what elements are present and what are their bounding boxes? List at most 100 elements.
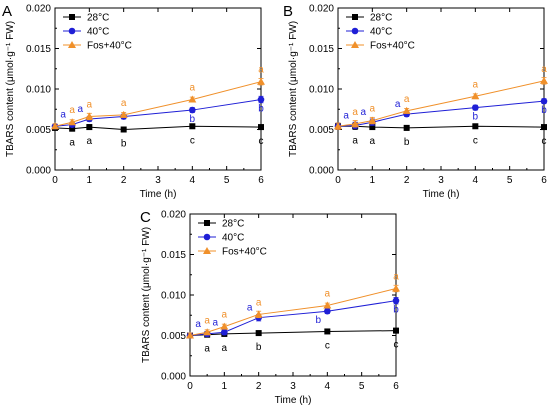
sig-letter: a — [370, 136, 376, 147]
x-tick-label: 2 — [121, 175, 127, 186]
y-axis-title: TBARS content (μmol·g⁻¹ FW) — [288, 21, 299, 157]
x-tick-label: 1 — [222, 381, 228, 392]
sig-letter: b — [121, 139, 127, 150]
y-axis-title: TBARS content (μmol·g⁻¹ FW) — [5, 21, 16, 157]
y-tick-label: 0.020 — [309, 4, 334, 15]
data-point — [257, 77, 265, 85]
y-tick-label: 0.020 — [26, 4, 51, 15]
series-1 — [51, 95, 265, 130]
x-tick-label: 4 — [325, 381, 331, 392]
sig-letter: a — [87, 136, 93, 147]
data-point — [472, 123, 479, 130]
y-tick-label: 0.005 — [309, 125, 334, 136]
x-tick-label: 1 — [370, 175, 376, 186]
data-point — [189, 123, 196, 130]
legend-label: Fos+40°C — [222, 247, 267, 258]
x-tick-label: 3 — [290, 381, 296, 392]
sig-letter: a — [370, 104, 376, 115]
x-tick-label: 2 — [404, 175, 410, 186]
x-axis-title: Time (h) — [423, 189, 460, 200]
y-tick-label: 0.000 — [309, 166, 334, 177]
x-tick-label: 3 — [155, 175, 161, 186]
y-tick-label: 0.010 — [161, 291, 186, 302]
sig-letter: a — [343, 110, 349, 121]
legend-label: 40°C — [87, 27, 109, 38]
y-axis-title: TBARS content (μmol·g⁻¹ FW) — [141, 227, 152, 363]
data-point — [119, 110, 128, 118]
x-axis-title: Time (h) — [275, 395, 312, 406]
panel-letter: B — [283, 3, 293, 20]
x-tick-label: 6 — [258, 175, 264, 186]
series-0 — [52, 123, 264, 133]
sig-letter: a — [190, 83, 196, 94]
data-point — [540, 97, 548, 105]
data-point — [188, 95, 197, 103]
sig-letter: c — [473, 135, 478, 146]
sig-letter: c — [325, 340, 330, 351]
x-tick-label: 6 — [541, 175, 547, 186]
series-line — [338, 125, 545, 129]
chart-panel-b: B 0.000 0.005 0.010 0.015 0.020 0 1 2 3 4 5 6 Time (h… — [283, 3, 548, 200]
sig-letter: a — [222, 310, 228, 321]
y-tick-label: 0.010 — [26, 85, 51, 96]
x-tick-label: 5 — [224, 175, 230, 186]
series-line — [54, 125, 262, 131]
y-tick-label: 0.010 — [309, 85, 334, 96]
data-point — [257, 96, 265, 103]
legend: 28°C 40°C Fos+40°C — [198, 219, 267, 258]
sig-letter: a — [247, 303, 253, 314]
data-point — [334, 122, 342, 130]
data-point — [402, 106, 411, 114]
sig-letter: b — [404, 137, 410, 148]
sig-letter: a — [393, 272, 399, 283]
sig-letter: b — [258, 104, 264, 115]
sig-letter: a — [78, 104, 84, 115]
y-tick-label: 0.000 — [26, 166, 51, 177]
y-tick-label: 0.015 — [26, 44, 51, 55]
data-point — [403, 124, 410, 131]
chart-panel-a: A 0.000 0.005 0.010 0.015 0.020 0 1 2 3 4 5 6 Time (h… — [2, 3, 265, 200]
panel-letter: A — [2, 3, 12, 20]
data-point — [203, 328, 212, 336]
sig-letter: a — [352, 107, 358, 118]
chart-panel-c: C 0.000 0.005 0.010 0.015 0.020 0 1 2 3 4 5 6 Time (h… — [140, 209, 400, 406]
x-tick-label: 0 — [52, 175, 58, 186]
data-point — [393, 327, 399, 334]
data-point — [472, 104, 479, 111]
y-tick-label: 0.020 — [161, 210, 186, 221]
sig-letter: a — [204, 344, 210, 355]
data-point — [324, 328, 331, 335]
sig-letter: a — [195, 319, 201, 330]
data-point — [540, 76, 548, 84]
sig-letter: a — [121, 98, 127, 109]
data-point — [392, 284, 400, 292]
x-tick-label: 0 — [335, 175, 341, 186]
data-point — [186, 331, 194, 339]
legend-marker — [68, 41, 76, 48]
legend-marker — [352, 14, 358, 20]
sig-letter: a — [404, 94, 410, 105]
x-tick-label: 1 — [87, 175, 93, 186]
sig-letter: b — [473, 112, 479, 123]
sig-letter: a — [541, 64, 547, 75]
sig-letter: a — [361, 107, 367, 118]
legend: 28°C 40°C Fos+40°C — [63, 13, 132, 52]
sig-letter: b — [541, 105, 547, 116]
sig-letter: a — [213, 317, 219, 328]
data-point — [220, 322, 229, 330]
legend-marker — [204, 220, 210, 226]
data-point — [369, 124, 376, 131]
legend-marker — [203, 233, 211, 241]
legend-label: 28°C — [370, 13, 392, 24]
legend-label: 40°C — [222, 233, 244, 244]
legend-marker — [351, 41, 359, 48]
x-tick-label: 0 — [187, 381, 193, 392]
data-point — [392, 297, 400, 304]
legend-marker — [203, 247, 211, 254]
data-point — [254, 310, 263, 318]
data-point — [68, 118, 77, 126]
series-2 — [334, 76, 548, 130]
series-2 — [51, 77, 265, 130]
panel-letter: C — [140, 209, 151, 226]
sig-letter: c — [394, 340, 399, 351]
